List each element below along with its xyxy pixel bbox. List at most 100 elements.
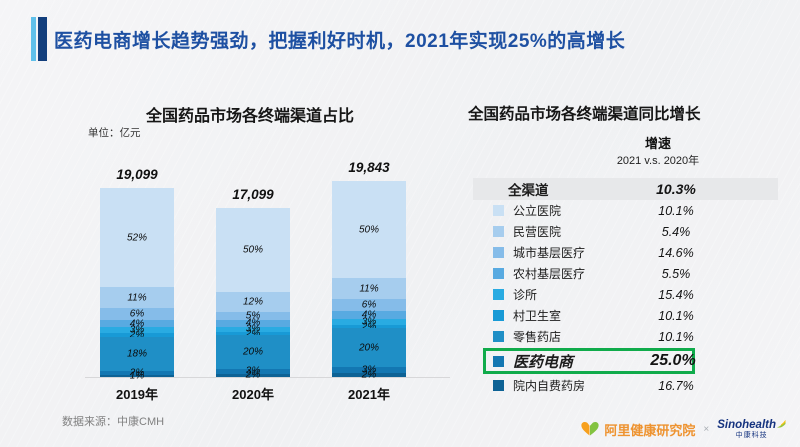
bar-segment xyxy=(216,331,290,336)
legend-swatch xyxy=(493,247,504,258)
bar-segment-label: 20% xyxy=(242,346,264,358)
growth-table: 全渠道 10.3% 公立医院 10.1% 民营医院 5.4% 城市基层医疗 14.6% 农村基层… xyxy=(473,178,778,396)
table-row: 公立医院 10.1% xyxy=(473,200,778,221)
table-row: 农村基层医疗 5.5% xyxy=(473,263,778,284)
bar-segment xyxy=(332,278,406,300)
table-row: 民营医院 5.4% xyxy=(473,221,778,242)
bar-segment-label: 2% xyxy=(361,369,377,381)
logo-separator: × xyxy=(703,423,710,435)
row-label: 民营医院 xyxy=(513,225,562,239)
bar-segment xyxy=(332,324,406,329)
row-value: 16.7% xyxy=(658,378,694,393)
alihealth-logo-text: 阿里健康研究院 xyxy=(604,422,696,438)
bar-segment-label: 2% xyxy=(361,321,377,333)
sinohealth-swoosh-icon xyxy=(777,419,786,429)
row-label: 院内自费药房 xyxy=(513,379,586,393)
title-accent-bars xyxy=(31,17,47,61)
bar-segment-label: 12% xyxy=(242,296,264,308)
bar-segment-label: 11% xyxy=(359,283,379,295)
bar-segment xyxy=(100,336,174,372)
bar-segment xyxy=(100,375,174,377)
left-chart-title: 全国药品市场各终端渠道占比 xyxy=(145,108,354,125)
data-source-note: 数据来源：中康CMH xyxy=(62,416,165,428)
bar-segment xyxy=(332,328,406,368)
category-label: 2019年 xyxy=(116,387,158,402)
sinohealth-logo-text: Sinohealth xyxy=(717,418,776,431)
growth-table-panel: 全国药品市场各终端渠道同比增长 增速 2021 v.s. 2020年 全渠道 10… xyxy=(455,100,790,410)
bar-segment xyxy=(100,327,174,334)
bar-total-label: 17,099 xyxy=(232,187,274,203)
row-value: 10.1% xyxy=(658,203,694,218)
legend-swatch xyxy=(493,310,504,321)
row-value: 5.5% xyxy=(661,266,691,281)
accent-bar-light xyxy=(31,17,36,61)
bar-segment xyxy=(332,311,406,319)
row-label: 城市基层医疗 xyxy=(513,246,586,260)
row-value: 10.3% xyxy=(656,181,696,197)
bar-segment xyxy=(216,320,290,327)
row-label: 医药电商 xyxy=(513,353,574,371)
bar-total-label: 19,843 xyxy=(348,160,390,175)
table-row: 零售药店 10.1% xyxy=(473,326,778,347)
bar-segment xyxy=(332,299,406,312)
bar-segment-label: 3% xyxy=(245,365,261,377)
bar-segment-label: 3% xyxy=(361,364,377,376)
row-value: 10.1% xyxy=(658,329,694,344)
bar-segment-label: 5% xyxy=(245,310,261,322)
bar-segment xyxy=(332,373,406,377)
bar-segment xyxy=(100,371,174,376)
bar-segment-label: 50% xyxy=(358,224,380,235)
bar-segment-label: 18% xyxy=(126,348,148,360)
bar-total-label: 19,099 xyxy=(116,167,158,183)
accent-bar-dark xyxy=(38,17,47,61)
bar-segment xyxy=(216,326,290,332)
row-value: 5.4% xyxy=(661,224,691,239)
legend-swatch xyxy=(493,331,504,342)
bar-segment xyxy=(216,373,290,377)
bar-segment xyxy=(332,367,406,374)
row-value: 14.6% xyxy=(658,245,694,260)
bar-segment-label: 20% xyxy=(358,342,380,354)
unit-label: 单位：亿元 xyxy=(88,127,141,139)
bar-segment-label: 50% xyxy=(242,244,264,256)
bar-segment xyxy=(216,208,290,292)
bar-segment-label: 4% xyxy=(129,318,145,330)
bar-segment xyxy=(100,319,174,328)
bar-segment-label: 3% xyxy=(361,316,377,328)
right-chart-title: 全国药品市场各终端渠道同比增长 xyxy=(468,106,701,123)
row-label: 零售药店 xyxy=(513,330,562,344)
bar-segment-label: 2% xyxy=(129,329,145,341)
bar-segment xyxy=(100,287,174,309)
bar-segment-label: 11% xyxy=(127,292,147,304)
bar-segment xyxy=(100,188,174,288)
bar-segment xyxy=(332,318,406,325)
bar-segment-label: 2% xyxy=(129,367,145,379)
row-label: 诊所 xyxy=(513,288,538,302)
table-row: 院内自费药房 16.7% xyxy=(473,375,778,396)
bar-segment-label: 52% xyxy=(126,232,148,244)
bar-segment-label: 2% xyxy=(245,369,261,381)
bar-segment xyxy=(216,291,290,312)
alihealth-heart-icon xyxy=(580,421,600,437)
bar-segment xyxy=(332,181,406,279)
bar-segment-label: 4% xyxy=(361,309,377,321)
legend-swatch xyxy=(493,205,504,216)
table-row: 村卫生室 10.1% xyxy=(473,305,778,326)
table-row: 全渠道 10.3% xyxy=(473,178,778,200)
bar-segment-label: 6% xyxy=(129,308,145,320)
bar-segment xyxy=(100,308,174,320)
bar-segment-label: 2% xyxy=(245,328,261,340)
row-value: 25.0% xyxy=(650,352,696,369)
table-header-period: 2021 v.s. 2020年 xyxy=(616,155,700,167)
table-row: 医药电商 25.0% xyxy=(483,348,696,374)
legend-swatch xyxy=(493,289,504,300)
category-label: 2020年 xyxy=(232,387,274,402)
stacked-bar-plot: 19,099 52% 11% 6% 4% 3% 2% 18% 2% 1% 2019年 17,099 50… xyxy=(60,100,450,410)
stacked-bar-chart: 全国药品市场各终端渠道占比 单位：亿元 19,099 52% 11% 6% 4% 3% 2%… xyxy=(60,100,450,410)
bar-segment-label: 3% xyxy=(129,324,145,336)
bar-segment-label: 3% xyxy=(245,323,261,335)
row-label: 村卫生室 xyxy=(513,309,562,323)
category-label: 2021年 xyxy=(348,387,390,402)
bar-segment-label: 4% xyxy=(245,317,261,329)
